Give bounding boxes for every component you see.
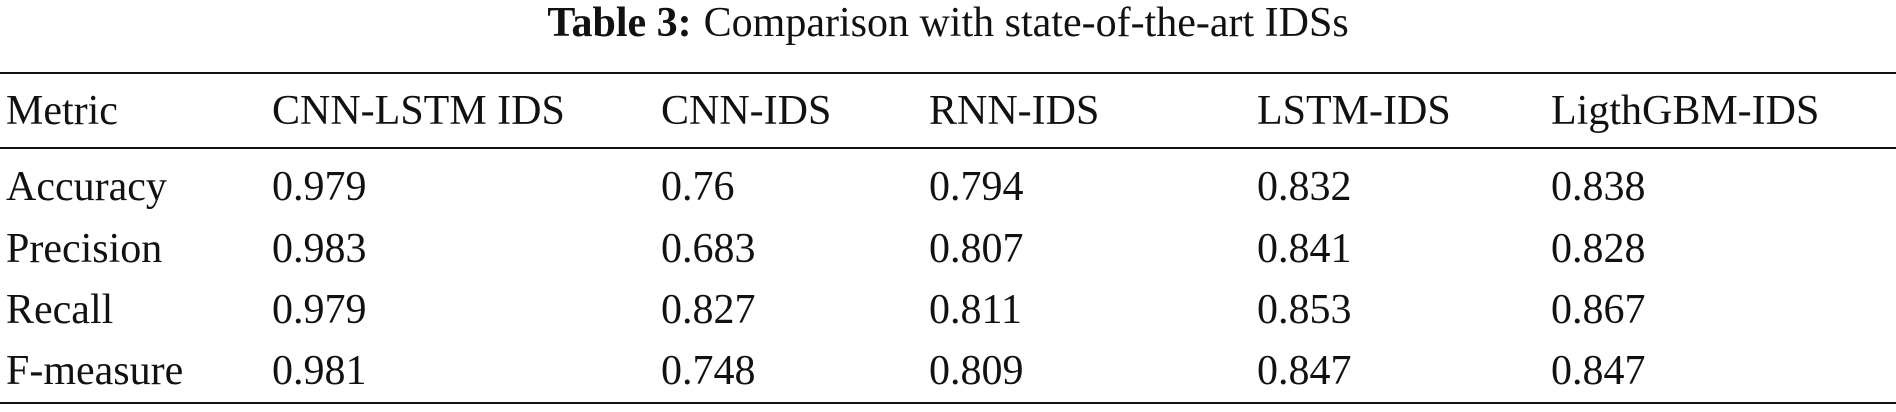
table-cell: 0.832 (1257, 164, 1352, 210)
table-cell: 0.979 (272, 164, 367, 210)
table-cell: 0.748 (661, 348, 756, 394)
table-cell: 0.794 (929, 164, 1024, 210)
table-cell: 0.841 (1257, 226, 1352, 272)
row-label: Accuracy (6, 164, 167, 210)
table-cell: 0.853 (1257, 287, 1352, 333)
table-cell: 0.847 (1551, 348, 1646, 394)
header-cell: RNN-IDS (929, 88, 1100, 134)
table-cell: 0.811 (929, 287, 1022, 333)
table-cell: 0.979 (272, 287, 367, 333)
row-label: Precision (6, 226, 163, 272)
table-cell: 0.807 (929, 226, 1024, 272)
table-cell: 0.809 (929, 348, 1024, 394)
header-cell: LSTM-IDS (1257, 88, 1451, 134)
bottom-rule (0, 402, 1896, 404)
header-cell: Metric (6, 88, 118, 134)
caption-label: Table 3: (547, 0, 692, 46)
table-cell: 0.838 (1551, 164, 1646, 210)
table-cell: 0.828 (1551, 226, 1646, 272)
table-caption: Table 3: Comparison with state-of-the-art… (0, 0, 1896, 46)
table-cell: 0.981 (272, 348, 367, 394)
table-cell: 0.683 (661, 226, 756, 272)
table-cell: 0.847 (1257, 348, 1352, 394)
caption-text: Comparison with state-of-the-art IDSs (703, 0, 1349, 46)
table-cell: 0.76 (661, 164, 735, 210)
header-cell: CNN-LSTM IDS (272, 88, 565, 134)
header-cell: CNN-IDS (661, 88, 832, 134)
table-cell: 0.867 (1551, 287, 1646, 333)
table-cell: 0.827 (661, 287, 756, 333)
row-label: F-measure (6, 348, 184, 394)
mid-rule (0, 147, 1896, 149)
row-label: Recall (6, 287, 114, 333)
table-cell: 0.983 (272, 226, 367, 272)
top-rule (0, 72, 1896, 74)
header-cell: LigthGBM-IDS (1551, 88, 1820, 134)
